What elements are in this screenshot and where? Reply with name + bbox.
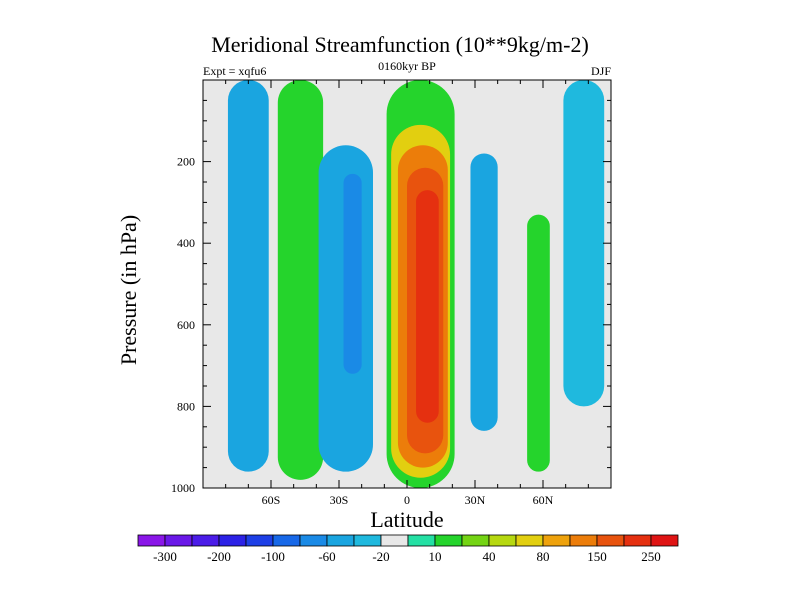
colorbar-swatch bbox=[326, 534, 355, 547]
x-tick-label: 30N bbox=[465, 493, 486, 507]
colorbar-swatch bbox=[218, 534, 247, 547]
x-tick-label: 30S bbox=[330, 493, 349, 507]
x-axis-ticks: 60S 30S 0 30N 60N bbox=[225, 80, 589, 507]
y-tick-label: 800 bbox=[177, 399, 195, 413]
y-tick-label: 400 bbox=[177, 236, 195, 250]
chart-title: Meridional Streamfunction (10**9kg/m-2) bbox=[211, 32, 589, 57]
y-axis-ticks: 200 400 600 800 1000 bbox=[171, 99, 611, 495]
colorbar-swatch bbox=[515, 534, 544, 547]
colorbar-label: -60 bbox=[318, 549, 335, 564]
x-tick-label: 0 bbox=[404, 493, 410, 507]
x-axis-label: Latitude bbox=[370, 507, 443, 532]
colorbar-swatch bbox=[245, 534, 274, 547]
colorbar-label: -20 bbox=[372, 549, 389, 564]
cell-nh-mid-band bbox=[527, 214, 550, 472]
colorbar-label: 250 bbox=[641, 549, 661, 564]
cell-hadley-core bbox=[416, 190, 439, 423]
x-tick-label: 60S bbox=[262, 493, 281, 507]
contour-fields bbox=[227, 80, 605, 488]
colorbar-swatch bbox=[353, 534, 382, 547]
season-label: DJF bbox=[591, 64, 611, 78]
colorbar-label: 40 bbox=[483, 549, 496, 564]
colorbar-swatch bbox=[488, 534, 517, 547]
colorbar-swatch bbox=[407, 534, 436, 547]
colorbar-swatch bbox=[164, 534, 193, 547]
y-tick-label: 600 bbox=[177, 318, 195, 332]
colorbar-swatch bbox=[299, 534, 328, 547]
colorbar-swatch bbox=[137, 534, 166, 547]
colorbar-swatch bbox=[569, 534, 598, 547]
colorbar-label: 10 bbox=[429, 549, 442, 564]
cell-sh-polar bbox=[227, 80, 269, 472]
colorbar-label: -200 bbox=[207, 549, 231, 564]
colorbar-swatch bbox=[380, 534, 409, 547]
y-tick-label: 200 bbox=[177, 155, 195, 169]
cell-sh-ferrel-core bbox=[343, 173, 362, 374]
cell-sh-mid-band bbox=[277, 80, 324, 480]
colorbar-label: -300 bbox=[153, 549, 177, 564]
colorbar-swatch bbox=[272, 534, 301, 547]
colorbar-swatch bbox=[650, 534, 679, 547]
colorbar-swatch bbox=[461, 534, 490, 547]
colorbar: -300 -200 -100 -60 -20 10 40 80 150 250 bbox=[137, 534, 679, 564]
colorbar-swatch bbox=[596, 534, 625, 547]
y-tick-label: 1000 bbox=[171, 481, 195, 495]
colorbar-label: 150 bbox=[587, 549, 607, 564]
x-tick-label: 60N bbox=[533, 493, 554, 507]
cell-nh-polar bbox=[563, 80, 605, 407]
colorbar-swatch bbox=[191, 534, 220, 547]
experiment-label: Expt = xqfu6 bbox=[203, 64, 266, 78]
colorbar-label: -100 bbox=[261, 549, 285, 564]
chart-subtitle: 0160kyr BP bbox=[378, 59, 436, 73]
y-axis-label: Pressure (in hPa) bbox=[116, 215, 141, 365]
colorbar-swatch bbox=[542, 534, 571, 547]
colorbar-label: 80 bbox=[537, 549, 550, 564]
colorbar-swatch bbox=[623, 534, 652, 547]
colorbar-swatch bbox=[434, 534, 463, 547]
cell-nh-ferrel bbox=[470, 153, 498, 431]
